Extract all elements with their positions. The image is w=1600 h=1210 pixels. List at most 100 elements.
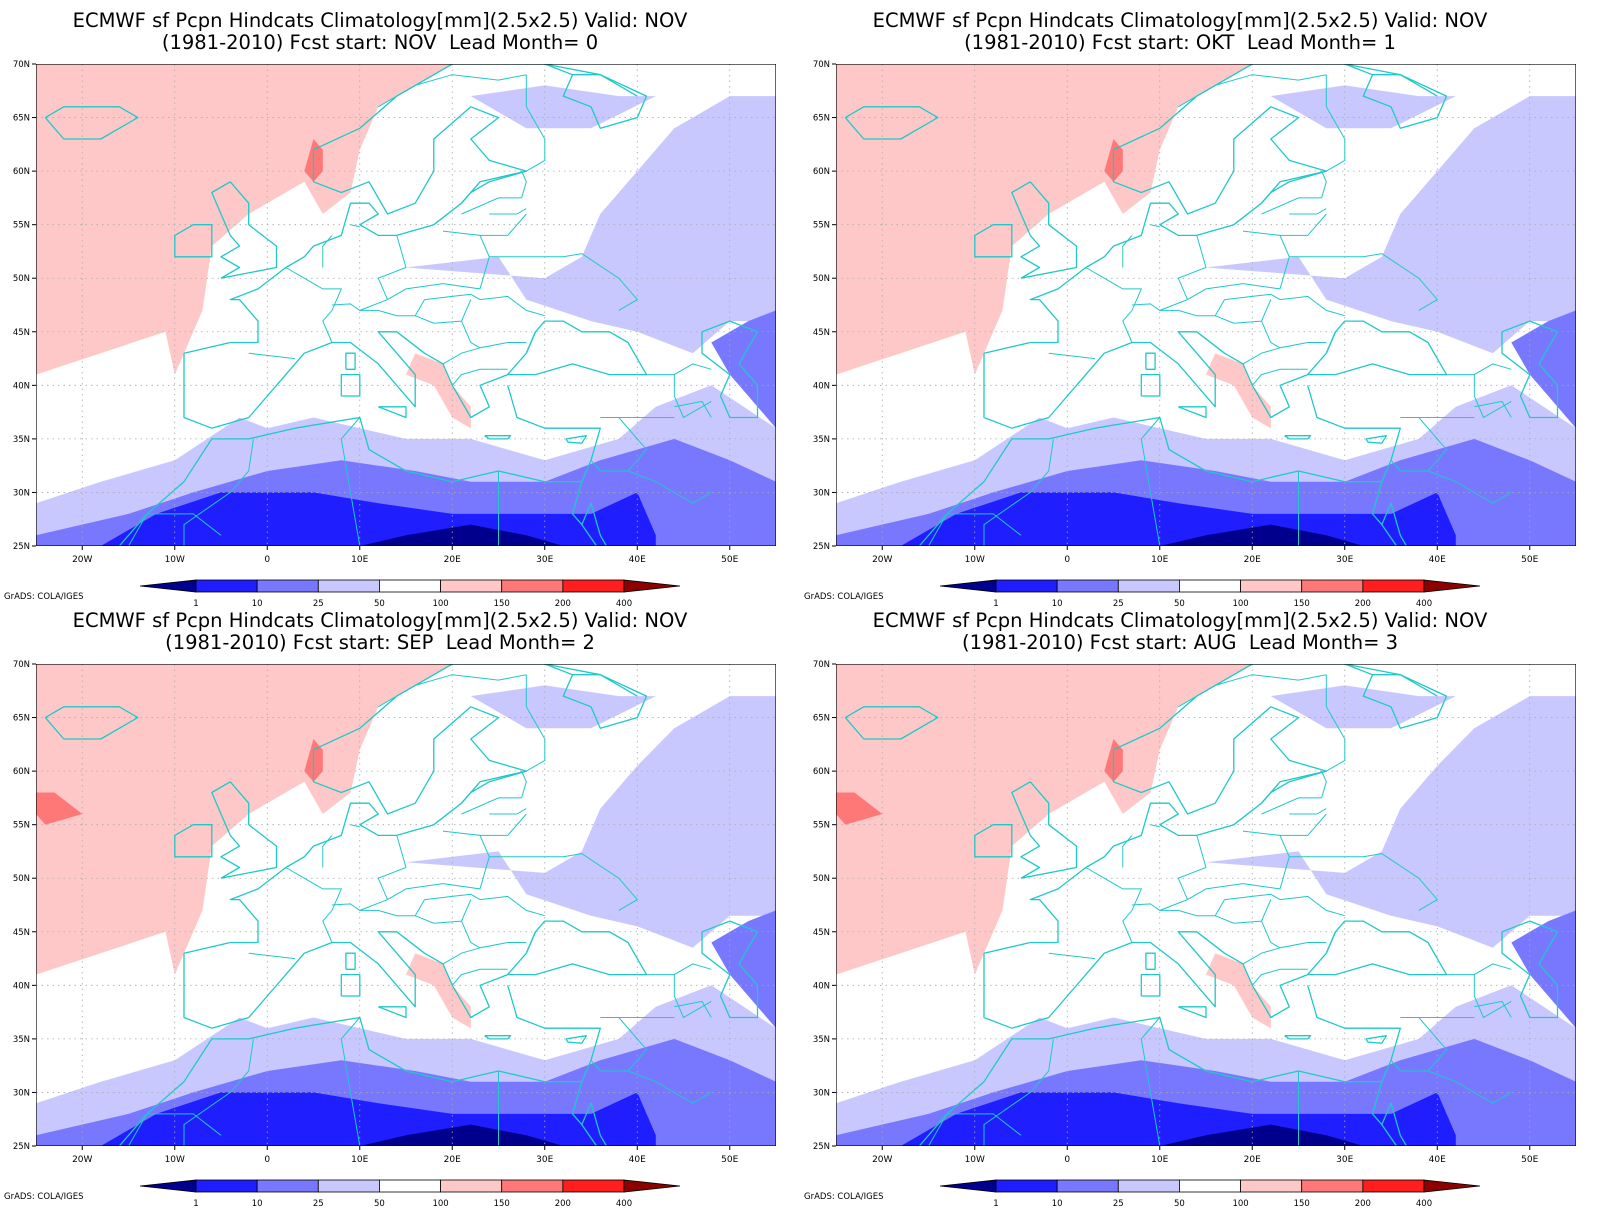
colorbar-label: 10: [252, 599, 263, 609]
coastline: [183, 920, 648, 1029]
colorbar-label: 150: [494, 1199, 510, 1209]
country-border: [1122, 835, 1133, 868]
country-border: [424, 893, 481, 901]
coastline: [974, 224, 1013, 258]
coastline: [44, 106, 139, 140]
precip-map: [36, 664, 776, 1146]
country-border: [1159, 899, 1225, 917]
coastline: [1011, 181, 1078, 279]
lon-label: 0: [264, 1155, 270, 1165]
country-border: [1048, 952, 1096, 960]
gridlines: [836, 664, 1576, 1146]
colorbar-label: 200: [555, 599, 571, 609]
country-border: [525, 74, 546, 172]
lon-label: 20E: [444, 1155, 461, 1165]
panel-title-line1: ECMWF sf Pcpn Hindcats Climatology[mm](2…: [72, 9, 688, 32]
coastline: [1261, 770, 1327, 804]
country-border: [479, 895, 545, 917]
coastline: [581, 502, 608, 546]
grads-credit: GrADS: COLA/IGES: [804, 1192, 884, 1202]
lat-label: 50N: [813, 274, 830, 284]
shade-atlantic-pink: [36, 64, 453, 375]
colorbar-high-triangle: [623, 1179, 680, 1193]
lon-label: 10W: [965, 1155, 985, 1165]
coastline: [983, 320, 1448, 429]
coastline: [544, 64, 648, 129]
colorbar-swatch: [1179, 579, 1241, 593]
borders: [128, 674, 712, 1146]
coastline: [345, 952, 356, 970]
colorbar-swatch: [1240, 1179, 1303, 1193]
colorbar-label: 400: [1416, 1199, 1432, 1209]
colorbar-label: 1: [993, 599, 998, 609]
panel-lead-3: ECMWF sf Pcpn Hindcats Climatology[mm](2…: [800, 600, 1600, 1209]
shade-baltic-blue: [470, 85, 656, 129]
lat-label: 65N: [813, 714, 830, 724]
coastline: [340, 373, 361, 397]
coastline: [1178, 1006, 1207, 1019]
lon-label: 40E: [1429, 555, 1446, 565]
country-border: [525, 674, 546, 772]
coastline: [211, 781, 278, 879]
lat-label: 35N: [813, 1035, 830, 1045]
country-border: [674, 400, 712, 418]
lat-label: 60N: [13, 767, 30, 777]
lat-label: 55N: [13, 821, 30, 831]
country-border: [521, 770, 527, 799]
colorbar-swatch: [440, 1179, 503, 1193]
coastlines: [44, 664, 759, 1146]
lon-label: 10E: [351, 1155, 368, 1165]
country-border: [1474, 400, 1512, 418]
country-border: [1251, 368, 1308, 386]
lon-label: 40E: [629, 555, 646, 565]
lat-label: 25N: [13, 542, 30, 552]
colorbar-swatch: [995, 579, 1058, 593]
gridlines: [36, 64, 776, 546]
coastline: [918, 985, 1401, 1146]
lon-label: 20E: [1244, 1155, 1261, 1165]
shade-baltic-blue: [1270, 685, 1456, 729]
lat-label: 35N: [13, 435, 30, 445]
lat-label: 50N: [813, 874, 830, 884]
country-border: [1159, 299, 1225, 317]
panel-title-line1: ECMWF sf Pcpn Hindcats Climatology[mm](2…: [72, 609, 688, 632]
lat-label: 45N: [13, 328, 30, 338]
precip-shading: [836, 664, 1576, 1146]
lon-label: 30E: [1336, 1155, 1353, 1165]
lat-label: 50N: [13, 874, 30, 884]
country-border: [627, 470, 712, 504]
lat-label: 60N: [813, 767, 830, 777]
lon-label: 10W: [965, 555, 985, 565]
country-border: [637, 963, 712, 976]
colorbar-swatch: [1362, 579, 1425, 593]
shade-east-blue: [1206, 96, 1576, 354]
colorbar-label: 100: [432, 1199, 448, 1209]
country-border: [1085, 267, 1143, 343]
lon-label: 0: [1064, 555, 1070, 565]
colorbar-swatch: [1362, 1179, 1425, 1193]
country-border: [442, 347, 481, 365]
lat-label: 70N: [813, 60, 830, 70]
shade-baltic-blue: [470, 685, 656, 729]
country-border: [1280, 813, 1327, 836]
grads-credit: GrADS: COLA/IGES: [4, 1192, 84, 1202]
panel-title-line1: ECMWF sf Pcpn Hindcats Climatology[mm](2…: [872, 609, 1488, 632]
coastline: [844, 106, 939, 140]
colorbar-swatch: [1056, 579, 1119, 593]
coastline: [340, 973, 361, 997]
colorbar-swatch: [1179, 1179, 1241, 1193]
lon-label: 20W: [872, 1155, 892, 1165]
shade-east-blue: [406, 96, 776, 354]
colorbar-swatch: [1301, 1179, 1364, 1193]
lat-label: 25N: [13, 1142, 30, 1152]
colorbar-label: 25: [1113, 1199, 1124, 1209]
coastline: [581, 1102, 608, 1146]
country-border: [442, 947, 481, 965]
colorbar-high-triangle: [623, 579, 680, 593]
panel-title-line2: (1981-2010) Fcst start: OKT Lead Month= …: [964, 31, 1396, 54]
coastline: [1140, 973, 1161, 997]
colorbar-label: 400: [616, 599, 632, 609]
lon-label: 30E: [1336, 555, 1353, 565]
shade-atlantic-pink: [36, 664, 453, 975]
colorbar-swatch: [256, 1179, 319, 1193]
